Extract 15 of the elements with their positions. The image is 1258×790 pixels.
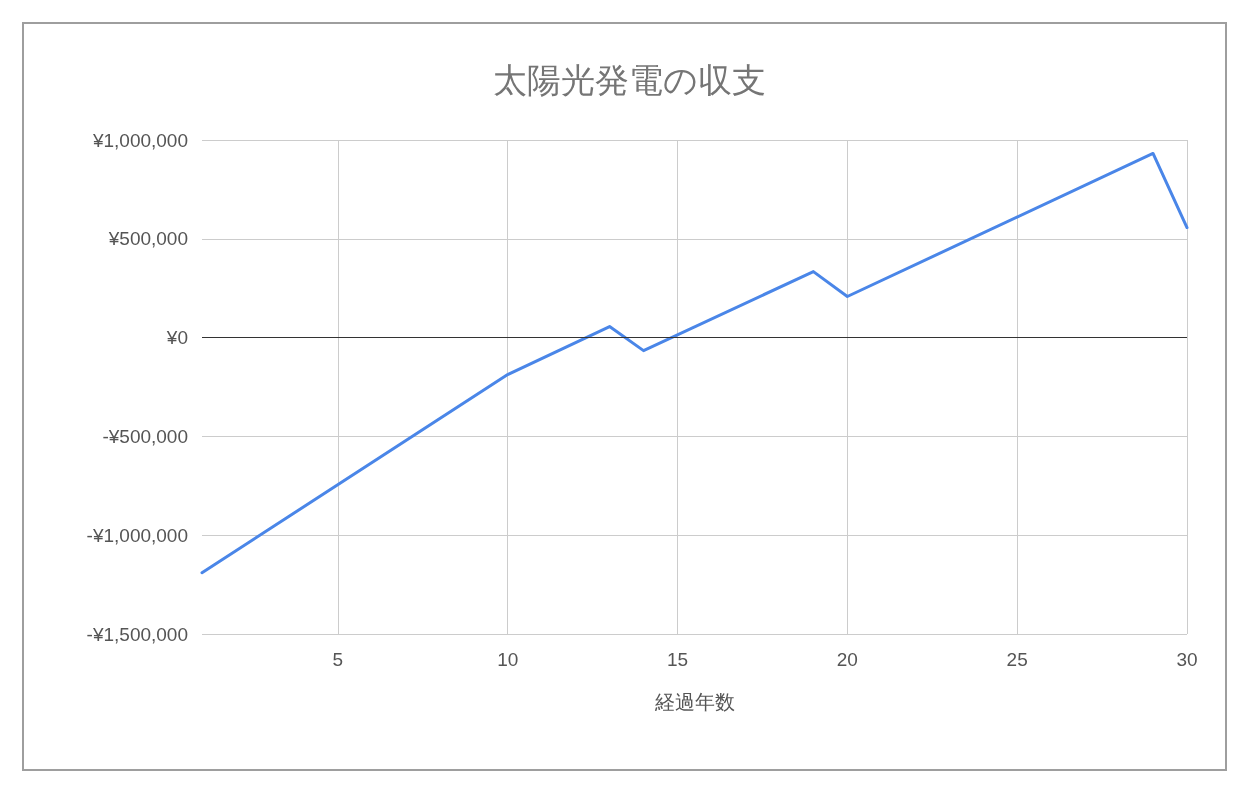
x-axis-title: 経過年数	[653, 691, 735, 713]
x-tick-label: 30	[1176, 649, 1198, 670]
y-tick-label: -¥1,500,000	[86, 623, 188, 645]
y-tick-label: ¥0	[165, 327, 188, 349]
y-tick-label: ¥1,000,000	[91, 129, 188, 151]
y-tick-label: -¥1,000,000	[86, 524, 188, 546]
x-tick-label: 20	[836, 649, 858, 670]
y-tick-label: ¥500,000	[107, 228, 188, 250]
x-tick-label: 5	[332, 649, 344, 670]
x-tick-label: 10	[497, 649, 519, 670]
chart-title: 太陽光発電の収支	[492, 61, 766, 99]
line-series	[200, 151, 1189, 575]
x-tick-label: 15	[666, 649, 689, 670]
x-tick-label: 25	[1006, 649, 1028, 670]
y-tick-label: -¥500,000	[102, 425, 188, 447]
